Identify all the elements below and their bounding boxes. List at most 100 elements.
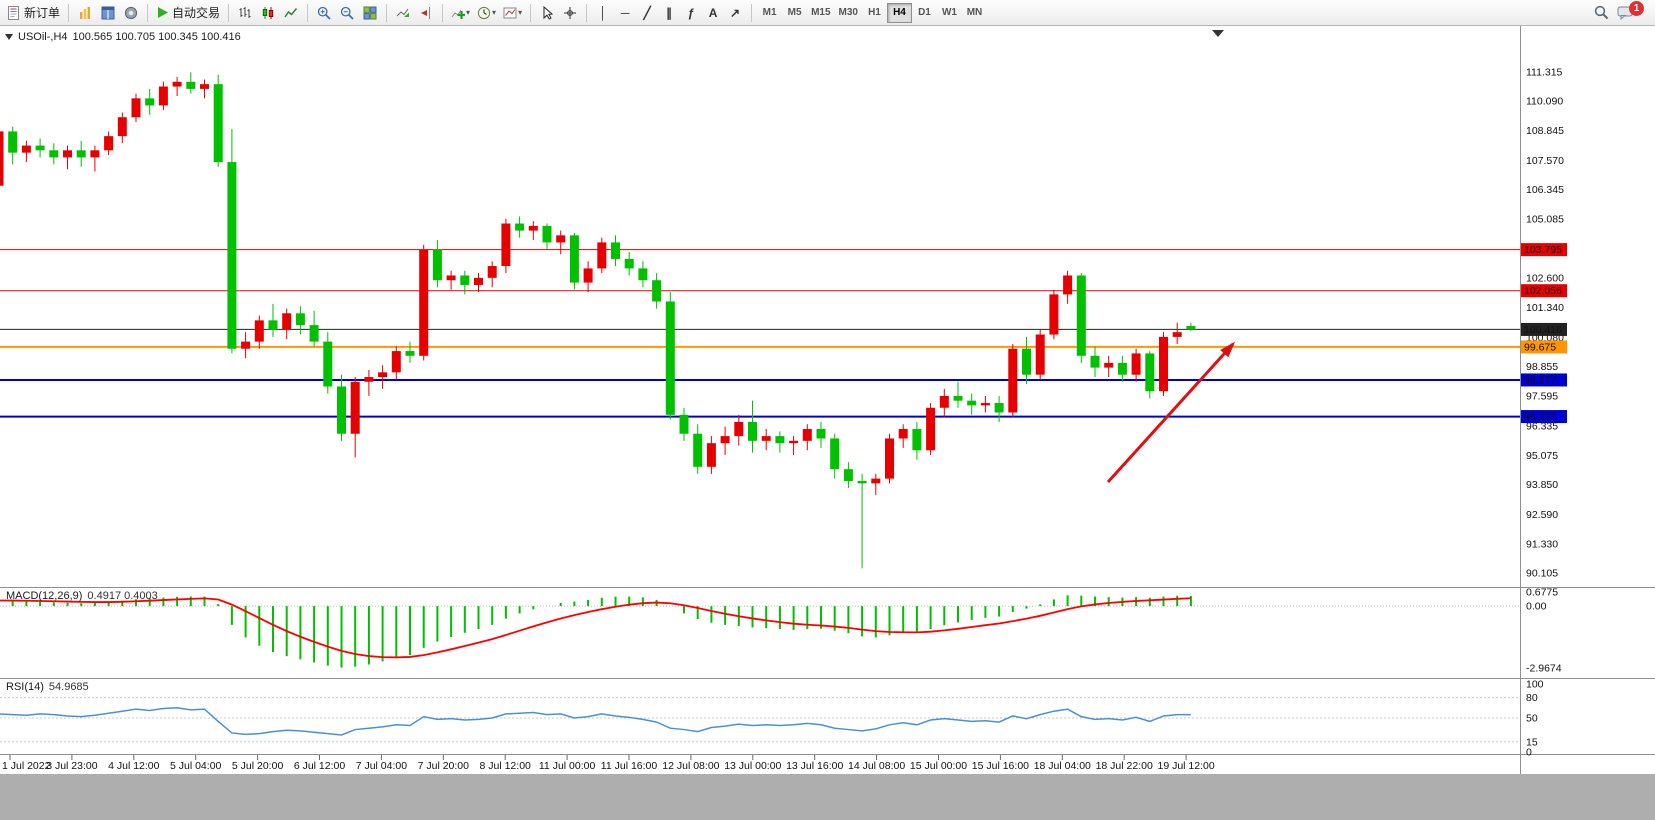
candle-body <box>1049 294 1059 335</box>
time-label: 5 Jul 20:00 <box>232 760 284 772</box>
candle-body <box>583 268 593 283</box>
cursor-button[interactable] <box>536 2 558 24</box>
indicators-button[interactable]: ▾ <box>448 2 473 24</box>
timeframe-h1-button[interactable]: H1 <box>862 3 887 23</box>
svg-text:98.277: 98.277 <box>1524 374 1556 386</box>
svg-text:15: 15 <box>1526 736 1538 748</box>
timeframe-w1-button[interactable]: W1 <box>937 3 962 23</box>
tile-windows-button[interactable] <box>359 2 381 24</box>
svg-text:100.416: 100.416 <box>1524 324 1562 336</box>
timeframe-h4-button[interactable]: H4 <box>886 2 912 23</box>
notification-badge: 1 <box>1629 1 1644 16</box>
svg-text:0: 0 <box>1526 747 1532 759</box>
svg-text:92.590: 92.590 <box>1526 509 1558 521</box>
candle-body <box>1063 275 1073 295</box>
zoom-out-button[interactable] <box>336 2 358 24</box>
text-label-button[interactable]: A <box>702 2 724 24</box>
candle-body <box>706 443 716 467</box>
periods-button[interactable]: ▾ <box>474 2 499 24</box>
clock-icon <box>477 6 491 19</box>
auto-scroll-button[interactable] <box>392 2 414 24</box>
trendline-button[interactable]: ╱ <box>636 2 658 24</box>
candle-body <box>76 150 86 158</box>
timeframe-d1-button[interactable]: D1 <box>912 3 937 23</box>
timeframe-mn-button[interactable]: MN <box>962 3 987 23</box>
symbol-dropdown-icon[interactable] <box>5 34 13 44</box>
time-label: 13 Jul 00:00 <box>724 760 781 772</box>
candle-body <box>802 429 812 441</box>
crosshair-button[interactable] <box>559 2 581 24</box>
price-badge-99.675 <box>1521 340 1567 354</box>
zoom-in-button[interactable] <box>313 2 335 24</box>
arrows-button[interactable]: ↗ <box>724 2 746 24</box>
add-indicator-icon <box>451 9 466 19</box>
candle-body <box>172 81 182 87</box>
bar-chart-icon <box>239 6 251 18</box>
price-badge-102.056 <box>1521 284 1567 298</box>
timeframe-m30-button[interactable]: M30 <box>835 3 862 23</box>
time-label: 1 Jul 2022 <box>2 760 51 772</box>
price-badge-103.795 <box>1521 243 1567 257</box>
candle-body <box>528 225 538 231</box>
vertical-line-button[interactable]: │ <box>592 2 614 24</box>
chart-shift-icon <box>421 6 431 19</box>
timeframe-m5-button[interactable]: M5 <box>782 3 807 23</box>
svg-text:110.090: 110.090 <box>1526 95 1563 107</box>
notifications-button[interactable]: 1 <box>1614 1 1647 24</box>
zoom-out-icon <box>340 6 354 20</box>
candle-body <box>268 320 278 330</box>
candle-body <box>1090 355 1100 368</box>
candle-body <box>378 372 388 378</box>
autotrading-button[interactable]: 自动交易 <box>153 2 223 24</box>
autotrading-label: 自动交易 <box>172 6 221 20</box>
svg-text:96.335: 96.335 <box>1526 420 1558 432</box>
fibonacci-retracement-button[interactable]: ƒ <box>680 2 702 24</box>
templates-button[interactable]: ▾ <box>500 2 525 24</box>
new-order-button[interactable]: 新订单 <box>4 2 63 24</box>
profiles-button[interactable] <box>97 2 119 24</box>
candle-body <box>1022 348 1031 375</box>
horizontal-line-button[interactable]: ─ <box>614 2 636 24</box>
price-axis: 111.315 110.090 108.845 107.570 106.345 105.0… <box>1526 67 1564 580</box>
market-watch-button[interactable] <box>120 2 142 24</box>
bar-chart-button[interactable] <box>234 2 256 24</box>
candle-body <box>980 403 990 406</box>
line-chart-button[interactable] <box>280 2 302 24</box>
candle-body <box>569 235 579 283</box>
trend-arrow[interactable] <box>1106 342 1235 484</box>
charts-grid-icon <box>101 6 115 19</box>
candle-body <box>939 395 949 408</box>
candle-body <box>1131 353 1141 375</box>
chart-shift-marker[interactable] <box>1212 30 1224 37</box>
auto-scroll-icon <box>396 8 410 17</box>
candle-body <box>405 351 415 356</box>
svg-text:50: 50 <box>1526 713 1538 725</box>
candle-body <box>158 86 168 106</box>
candle-body <box>926 407 936 451</box>
candle-body <box>638 268 648 281</box>
time-label: 4 Jul 12:00 <box>108 760 160 772</box>
svg-text:108.845: 108.845 <box>1526 125 1564 137</box>
timeframe-m15-button[interactable]: M15 <box>807 3 834 23</box>
new-chart-button[interactable] <box>74 2 96 24</box>
chart-shift-button[interactable] <box>415 2 437 24</box>
candle-body <box>611 242 620 259</box>
candlestick-chart-button[interactable] <box>257 2 279 24</box>
candle-body <box>1145 353 1155 392</box>
price-badge-98.277 <box>1521 373 1567 387</box>
time-label: 7 Jul 04:00 <box>356 760 408 772</box>
candle-body <box>953 395 963 401</box>
equidistant-channel-button[interactable]: ∥ <box>658 2 680 24</box>
svg-text:97.595: 97.595 <box>1526 391 1558 403</box>
candle-body <box>885 438 894 479</box>
template-icon <box>503 7 517 18</box>
candle-body <box>1186 325 1196 330</box>
time-label: 7 Jul 20:00 <box>418 760 470 772</box>
chart-canvas[interactable]: 111.315 110.090 108.845 107.570 106.345 105.0… <box>0 26 1655 820</box>
line-chart-icon <box>284 7 298 17</box>
timeframe-m1-button[interactable]: M1 <box>757 3 782 23</box>
search-button[interactable] <box>1590 2 1612 24</box>
svg-text:96.727: 96.727 <box>1524 411 1556 423</box>
svg-text:0.6775: 0.6775 <box>1526 587 1558 599</box>
candle-body <box>282 313 292 330</box>
